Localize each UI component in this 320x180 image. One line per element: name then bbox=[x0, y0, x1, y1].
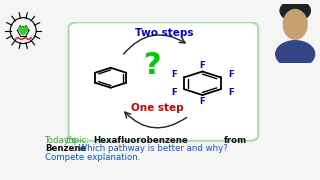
Text: from: from bbox=[224, 136, 247, 145]
Text: F: F bbox=[200, 97, 205, 106]
Text: F: F bbox=[228, 88, 234, 97]
Circle shape bbox=[19, 27, 24, 32]
Circle shape bbox=[21, 30, 26, 34]
Ellipse shape bbox=[283, 10, 307, 39]
FancyBboxPatch shape bbox=[68, 22, 258, 141]
Text: F: F bbox=[171, 88, 177, 97]
Text: Today’s: Today’s bbox=[45, 136, 77, 145]
Text: Hexafluorobenzene: Hexafluorobenzene bbox=[93, 136, 188, 145]
Text: F: F bbox=[171, 70, 177, 79]
Text: : Which pathway is better and why?: : Which pathway is better and why? bbox=[74, 144, 228, 153]
Text: topic:: topic: bbox=[66, 136, 90, 145]
Text: ?: ? bbox=[144, 51, 162, 80]
Text: Compete explanation.: Compete explanation. bbox=[45, 153, 140, 162]
Text: One step: One step bbox=[132, 103, 184, 113]
Text: Benzene: Benzene bbox=[45, 144, 86, 153]
Ellipse shape bbox=[276, 41, 315, 68]
Text: Two steps: Two steps bbox=[135, 28, 193, 38]
Circle shape bbox=[23, 27, 28, 32]
Ellipse shape bbox=[280, 0, 310, 21]
Text: F: F bbox=[200, 60, 205, 69]
Text: F: F bbox=[228, 70, 234, 79]
